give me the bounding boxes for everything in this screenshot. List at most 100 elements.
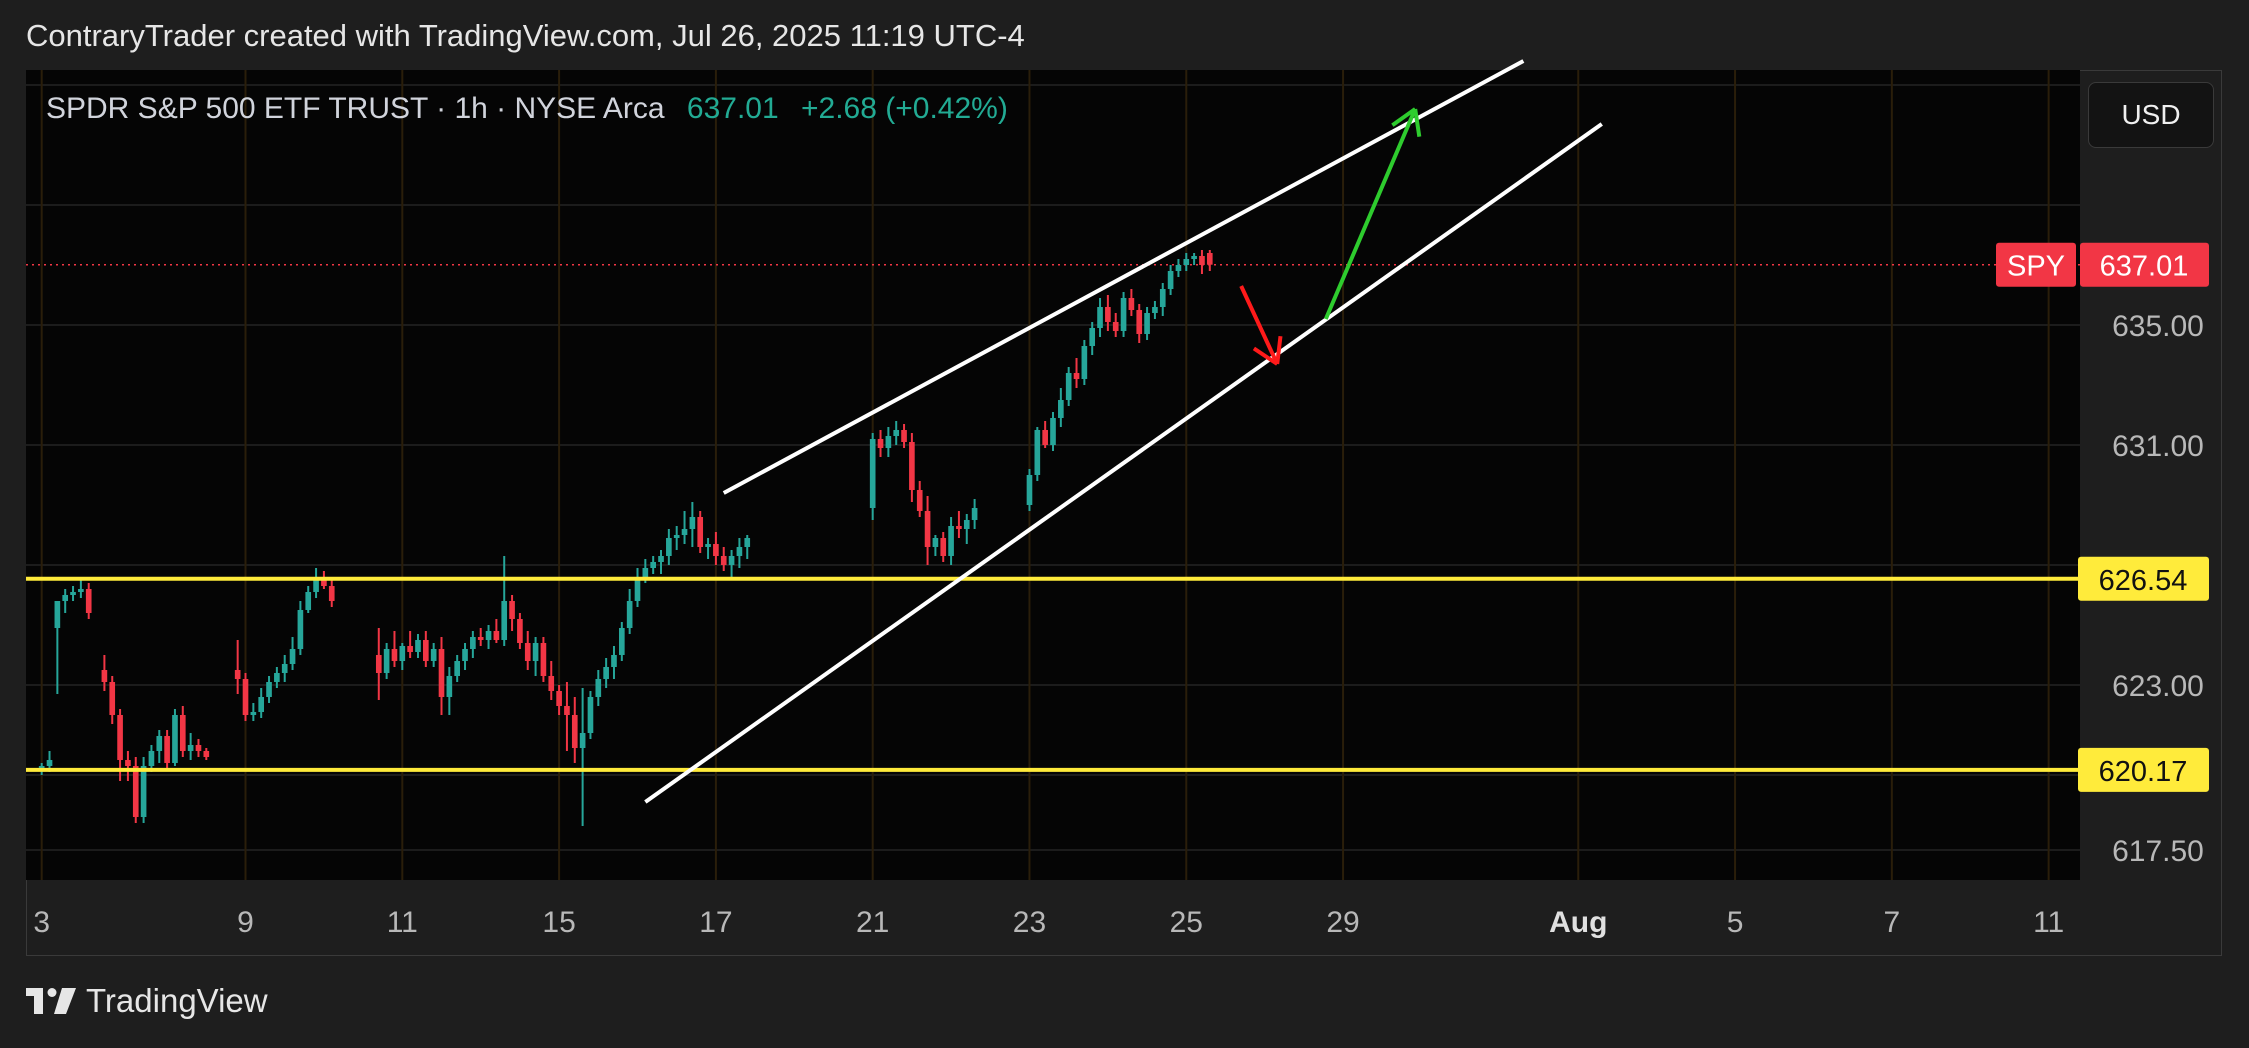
candle-body (462, 649, 468, 661)
candle (658, 550, 664, 574)
candle-body (195, 745, 202, 751)
candle (611, 646, 617, 679)
candle-body (634, 577, 641, 601)
candle-body (156, 736, 163, 751)
candle-body (728, 556, 735, 565)
candle (454, 655, 461, 682)
candle (179, 706, 186, 757)
tradingview-logo-icon (26, 988, 76, 1014)
candle (501, 556, 508, 646)
candle-body (564, 706, 570, 715)
candle (399, 643, 406, 670)
candle-body (266, 682, 272, 697)
candle-body (893, 430, 900, 436)
candle-body (736, 547, 743, 556)
candle-body (673, 535, 680, 538)
candle (242, 673, 249, 721)
candle (313, 568, 319, 598)
candle-body (399, 646, 406, 661)
y-tick-label: 617.50 (2112, 835, 2204, 868)
candle (250, 703, 257, 721)
x-tick-label: 17 (699, 906, 732, 939)
candle (1073, 358, 1080, 388)
candle (720, 547, 727, 571)
candle-body (603, 667, 609, 679)
candle (909, 433, 915, 502)
candle (462, 643, 468, 670)
projected-up-arrow (1323, 107, 1422, 320)
candle-body (517, 619, 523, 643)
candle-body (407, 646, 413, 652)
candle (1183, 253, 1190, 271)
candle-body (125, 760, 131, 766)
candle-body (611, 655, 617, 667)
arrow-shaft (1323, 108, 1418, 320)
candle-body (62, 595, 69, 601)
candle-body (328, 586, 335, 601)
candle (148, 745, 155, 772)
candle-body (1128, 298, 1135, 310)
candle-body (383, 649, 390, 673)
x-tick-label: Aug (1549, 906, 1607, 939)
candle-body (164, 736, 170, 763)
candle (509, 595, 515, 631)
currency-button[interactable]: USD (2088, 82, 2214, 148)
candle-body (297, 610, 304, 649)
candle (1206, 250, 1213, 271)
candle (1152, 301, 1158, 319)
candle (383, 643, 390, 679)
candle-body (681, 529, 688, 535)
candle (932, 535, 939, 556)
candle-body (556, 691, 562, 706)
candle-body (509, 601, 515, 619)
candle-body (689, 517, 696, 529)
candle-body (744, 538, 751, 547)
candle-body (1120, 298, 1127, 331)
candle-body (485, 631, 492, 640)
arrow-head (1391, 107, 1417, 127)
candle-body (446, 676, 453, 697)
candle-body (720, 556, 727, 565)
candle-body (274, 673, 280, 682)
candle-body (579, 733, 586, 748)
candle-body (1144, 313, 1150, 334)
candle (485, 625, 492, 649)
candle (407, 631, 413, 658)
candle (70, 586, 76, 601)
candle-body (438, 649, 445, 697)
x-tick-label: 5 (1727, 906, 1744, 939)
candle (187, 733, 194, 760)
candle (540, 637, 547, 682)
candle-body (650, 562, 656, 568)
candle (556, 685, 562, 715)
candle (470, 631, 476, 658)
candle (1199, 250, 1205, 274)
last-price: 637.01 (686, 92, 779, 125)
candle-body (132, 766, 139, 817)
candle (650, 556, 656, 574)
candle-body (658, 556, 664, 562)
candle-body (1034, 430, 1041, 475)
candle (548, 661, 555, 700)
candle (203, 748, 210, 760)
x-tick-label: 29 (1326, 906, 1359, 939)
candle (666, 529, 672, 565)
candle-body (1089, 328, 1096, 346)
chart-credit: ContraryTrader created with TradingView.… (26, 18, 1025, 53)
candle (109, 676, 116, 724)
candle (728, 550, 735, 577)
candle-body (1206, 253, 1213, 265)
candle-body (1159, 289, 1166, 307)
candle (125, 751, 131, 781)
candle-body (203, 751, 210, 757)
candle (78, 580, 84, 598)
candle (101, 655, 108, 691)
x-tick-label: 11 (387, 906, 418, 939)
level-price-badge (2078, 556, 2209, 601)
candle-body (117, 715, 123, 760)
candle-body (1191, 256, 1197, 259)
candle (736, 538, 743, 568)
candle-body (909, 442, 915, 490)
candle (164, 730, 170, 769)
